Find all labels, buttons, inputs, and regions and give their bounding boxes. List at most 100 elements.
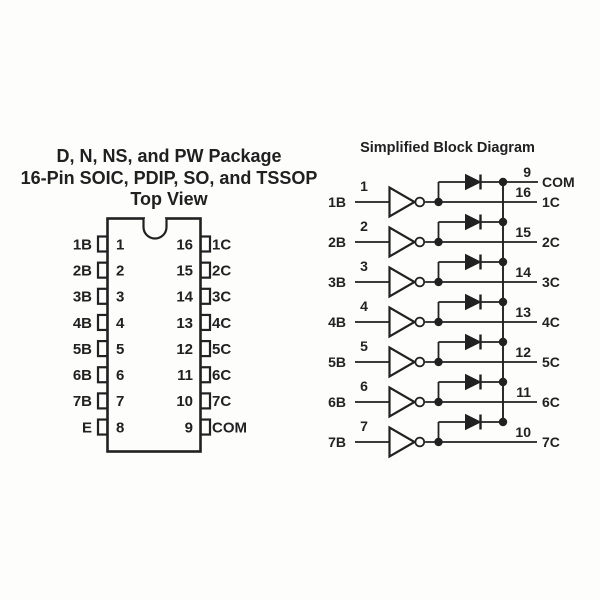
package-outline (106, 217, 202, 453)
package-pin-label-left: 5B (73, 341, 92, 358)
output-label: 4C (542, 314, 560, 330)
package-pin-label-right: COM (212, 419, 247, 436)
diode (465, 173, 482, 191)
input-label: 1B (328, 194, 346, 210)
output-pin-number: 10 (515, 424, 531, 440)
pin-stub-right (199, 366, 212, 384)
package-pin-number-left: 5 (116, 341, 124, 358)
output-label: 1C (542, 194, 560, 210)
package-pin-number-right: 9 (185, 419, 193, 436)
pin-stub-right (199, 287, 212, 305)
package-title-line2: 16-Pin SOIC, PDIP, SO, and TSSOP (20, 167, 318, 188)
pin1-notch (142, 218, 168, 240)
bus-junction-dot (498, 417, 508, 427)
diode (465, 213, 482, 231)
package-title-line1: D, N, NS, and PW Package (56, 146, 282, 166)
package-pin-number-left: 3 (116, 289, 124, 306)
pin-stub-left (96, 261, 109, 279)
output-pin-number: 11 (516, 384, 531, 400)
bus-junction-dot (498, 297, 508, 307)
package-pin-label-left: 7B (73, 393, 92, 410)
output-pin-number: 15 (515, 224, 531, 240)
package-pin-label-left: 2B (73, 262, 92, 279)
pin-stub-right (199, 313, 212, 332)
inverter-gate (388, 225, 417, 259)
input-pin-number: 7 (360, 418, 368, 434)
input-pin-number: 1 (360, 178, 368, 194)
input-label: 3B (328, 274, 346, 290)
block-diagram-title: Simplified Block Diagram (360, 140, 535, 156)
inverter-bubble (414, 436, 426, 448)
package-pin-number-right: 16 (176, 236, 193, 253)
package-pin-number-left: 1 (116, 236, 124, 253)
package-pin-label-right: 3C (212, 289, 231, 306)
output-pin-number: 14 (515, 264, 531, 280)
diode (465, 253, 482, 271)
inverter-bubble (414, 356, 426, 368)
package-pin-number-right: 11 (177, 367, 193, 384)
package-pin-label-right: 6C (212, 367, 231, 384)
output-label: 7C (542, 434, 560, 450)
package-title: D, N, NS, and PW Package 16-Pin SOIC, PD… (9, 146, 329, 211)
input-pin-number: 2 (360, 218, 368, 234)
output-label: 5C (542, 354, 560, 370)
com-pin-number: 9 (523, 164, 531, 180)
input-pin-number: 5 (360, 338, 368, 354)
pin-stub-left (96, 418, 109, 436)
package-pin-label-right: 1C (212, 236, 231, 253)
pin-stub-right (199, 261, 212, 279)
package-pin-number-left: 8 (116, 419, 124, 436)
input-label: 4B (328, 314, 346, 330)
package-pin-label-right: 5C (212, 341, 231, 358)
package-pin-number-left: 7 (116, 393, 124, 410)
output-label: 2C (542, 234, 560, 250)
pin-stub-left (96, 287, 109, 305)
package-pin-label-left: E (82, 419, 92, 436)
output-label: 3C (542, 274, 560, 290)
input-pin-number: 6 (360, 378, 368, 394)
package-pin-label-right: 4C (212, 315, 231, 332)
output-pin-number: 13 (515, 304, 531, 320)
output-pin-number: 12 (515, 344, 531, 360)
package-pin-label-left: 1B (73, 236, 92, 253)
inverter-gate (388, 265, 417, 299)
package-pin-label-left: 3B (73, 289, 92, 306)
package-pin-number-right: 10 (176, 393, 193, 410)
package-pin-number-right: 14 (176, 289, 193, 306)
package-title-line3: Top View (130, 189, 208, 209)
diode (465, 413, 482, 431)
package-pin-number-left: 4 (116, 315, 125, 332)
pin-stub-right (199, 340, 212, 358)
com-label: COM (542, 174, 575, 190)
inverter-gate (388, 185, 417, 219)
inverter-gate (388, 345, 417, 379)
input-label: 7B (328, 434, 346, 450)
inverter-bubble (414, 196, 426, 208)
package-pin-number-left: 6 (116, 367, 124, 384)
diode (465, 293, 482, 311)
inverter-gate (388, 385, 417, 419)
input-pin-number: 3 (360, 258, 368, 274)
diode (465, 373, 482, 391)
pin-stub-right (199, 392, 212, 410)
pin-stub-left (96, 235, 109, 253)
pin-stub-left (96, 313, 109, 332)
pin-stub-left (96, 340, 109, 358)
package-pin-number-right: 15 (176, 262, 193, 279)
input-label: 5B (328, 354, 346, 370)
pin-stub-right (199, 418, 212, 436)
pin-stub-right (199, 235, 212, 253)
package-pin-label-right: 7C (212, 393, 231, 410)
bus-junction-dot (498, 217, 508, 227)
bus-junction-dot (498, 377, 508, 387)
output-pin-number: 16 (515, 184, 531, 200)
package-pin-number-left: 2 (116, 262, 124, 279)
package-pin-number-right: 13 (176, 315, 193, 332)
pin-stub-left (96, 392, 109, 410)
package-pin-label-left: 6B (73, 367, 92, 384)
inverter-bubble (414, 396, 426, 408)
inverter-bubble (414, 236, 426, 248)
package-pin-label-right: 2C (212, 262, 231, 279)
